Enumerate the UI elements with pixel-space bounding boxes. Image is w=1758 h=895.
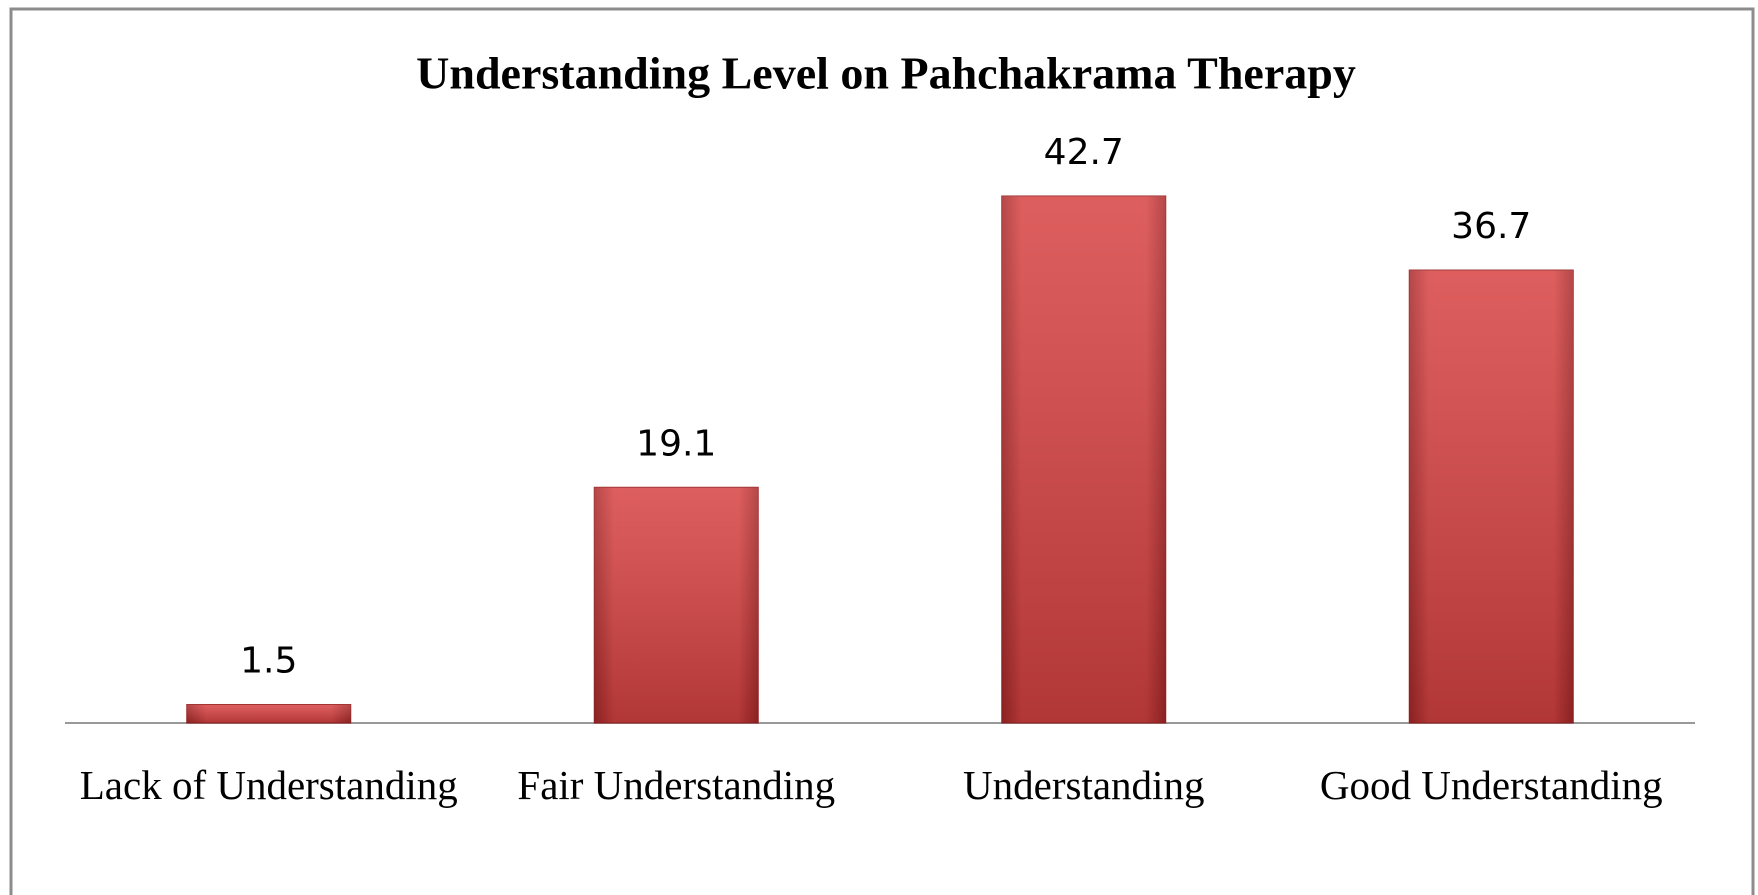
value-label: 42.7 (1044, 132, 1124, 173)
value-label: 19.1 (636, 423, 716, 464)
bar (1001, 195, 1167, 724)
x-tick-label: Lack of Understanding (79, 762, 458, 808)
x-tick-label: Good Understanding (1319, 762, 1663, 808)
chart-title: Understanding Level on Pahchakrama Thera… (416, 48, 1356, 99)
x-tick-label: Understanding (963, 762, 1205, 808)
bar (593, 486, 759, 724)
x-tick-label: Fair Understanding (517, 762, 836, 808)
value-label: 36.7 (1451, 206, 1531, 247)
value-label: 1.5 (240, 640, 297, 681)
bar (186, 703, 352, 724)
bar (1408, 269, 1574, 724)
